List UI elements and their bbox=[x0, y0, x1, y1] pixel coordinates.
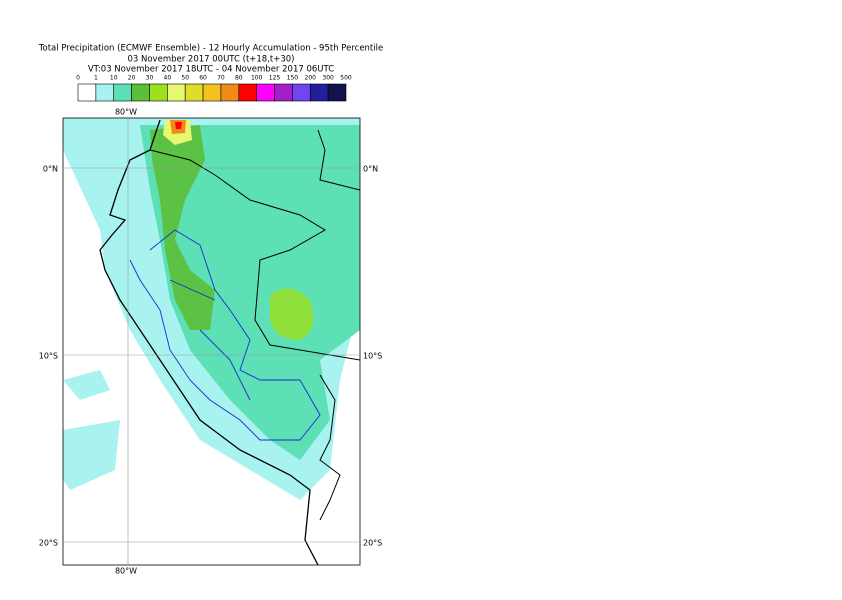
legend-swatch bbox=[274, 83, 293, 102]
lat-label: 10°S bbox=[363, 352, 382, 361]
legend-swatch bbox=[256, 83, 275, 102]
lat-label: 20°S bbox=[363, 539, 382, 548]
legend-label: 80 bbox=[235, 75, 243, 82]
lon-label: 80°W bbox=[115, 567, 137, 576]
legend-swatch bbox=[327, 83, 347, 102]
map: 80°W 80°W 0°N 0°N 10°S 10°S 20°S 20°S bbox=[39, 108, 383, 576]
lat-label: 10°S bbox=[39, 352, 58, 361]
legend-swatch bbox=[309, 83, 329, 102]
map-frame bbox=[62, 117, 361, 566]
legend-label: 125 bbox=[269, 75, 281, 82]
title-line: 03 November 2017 00UTC (t+18,t+30) bbox=[127, 55, 294, 65]
legend-swatch bbox=[77, 83, 97, 102]
legend-swatch bbox=[292, 83, 311, 102]
legend-label: 60 bbox=[199, 75, 207, 82]
legend-label: 70 bbox=[217, 75, 225, 82]
legend-swatch bbox=[149, 83, 168, 102]
legend: 0 1 10 20 30 40 50 60 70 80 100 125 150 200 300 500 bbox=[76, 75, 352, 102]
title-line: Total Precipitation (ECMWF Ensemble) - 1… bbox=[38, 44, 383, 54]
legend-swatch bbox=[113, 83, 132, 102]
lat-label: 0°N bbox=[43, 165, 58, 174]
legend-label: 0 bbox=[76, 75, 80, 82]
legend-label: 500 bbox=[340, 75, 352, 82]
legend-label: 50 bbox=[181, 75, 189, 82]
legend-label: 200 bbox=[305, 75, 317, 82]
legend-label: 100 bbox=[251, 75, 263, 82]
legend-swatch bbox=[184, 83, 204, 102]
title-line: VT:03 November 2017 18UTC - 04 November … bbox=[88, 65, 334, 75]
legend-label: 40 bbox=[164, 75, 172, 82]
legend-swatch bbox=[202, 83, 222, 102]
legend-label: 150 bbox=[287, 75, 299, 82]
legend-swatch bbox=[95, 83, 115, 102]
legend-swatch bbox=[167, 83, 186, 102]
legend-swatch bbox=[220, 83, 240, 102]
legend-swatch bbox=[238, 83, 257, 102]
lat-label: 20°S bbox=[39, 539, 58, 548]
legend-label: 20 bbox=[128, 75, 136, 82]
legend-label: 30 bbox=[146, 75, 154, 82]
precipitation-field bbox=[63, 118, 360, 500]
legend-label: 1 bbox=[94, 75, 98, 82]
borders bbox=[99, 119, 360, 565]
lon-label: 80°W bbox=[115, 108, 137, 117]
legend-label: 300 bbox=[322, 75, 334, 82]
legend-swatch bbox=[131, 83, 150, 102]
legend-label: 10 bbox=[110, 75, 118, 82]
lat-label: 0°N bbox=[363, 165, 378, 174]
